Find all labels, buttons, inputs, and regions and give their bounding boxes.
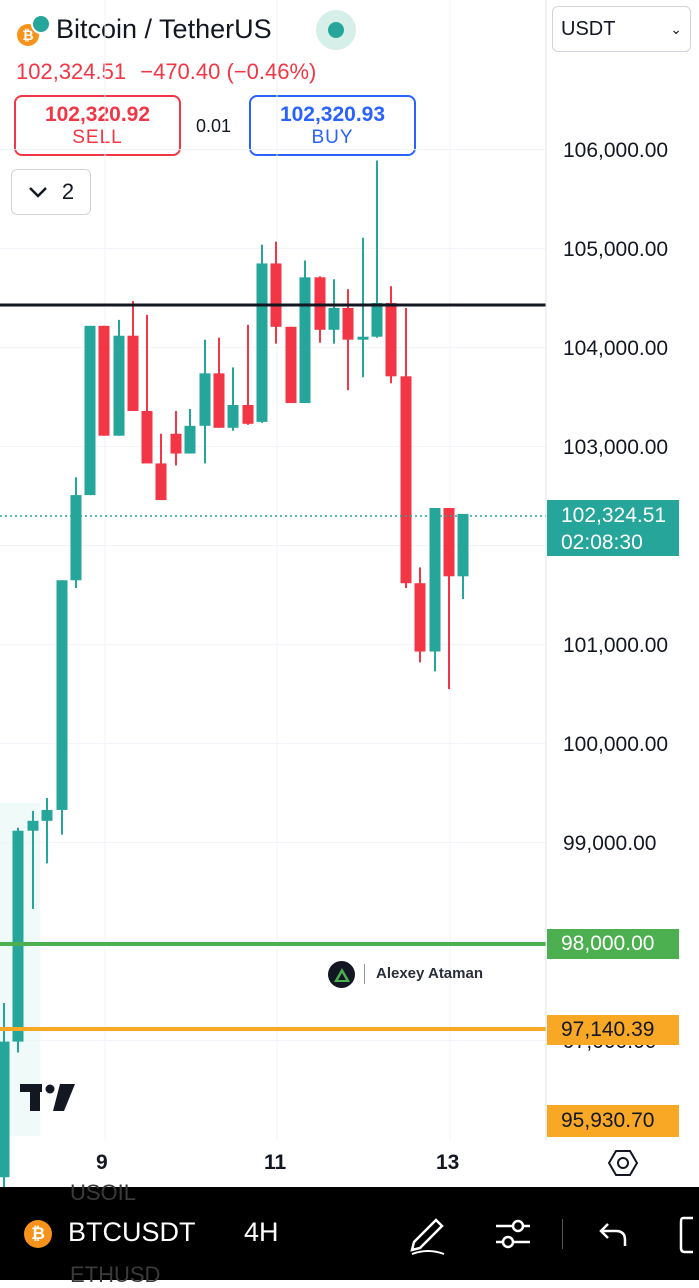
current-price-value: 102,324.51 <box>561 504 667 527</box>
symbol-title[interactable]: Bitcoin / TetherUS <box>56 14 272 44</box>
price-change-percent: (−0.46%) <box>226 59 317 84</box>
undo-icon[interactable] <box>598 1220 628 1248</box>
candle-body <box>342 308 354 340</box>
x-tick: 9 <box>96 1151 108 1174</box>
chart-settings-icon[interactable] <box>608 1148 638 1178</box>
candle-body <box>213 373 225 428</box>
ghost-symbol-top: USOIL <box>70 1180 137 1205</box>
buy-price: 102,320.93 <box>279 102 386 126</box>
candle-body <box>170 433 182 454</box>
currency-select-value: USDT <box>561 17 616 40</box>
currency-select[interactable]: USDT ⌄ <box>552 6 691 52</box>
price-change-line: 102,324.51 −470.40 (−0.46%) <box>16 59 316 85</box>
candle-body <box>84 325 96 496</box>
candle-body <box>357 336 369 340</box>
fullscreen-icon[interactable] <box>679 1216 699 1254</box>
bottom-toolbar <box>0 1187 699 1280</box>
level-tag-bottom: 95,930.70 <box>547 1105 679 1137</box>
candle-body <box>56 580 68 810</box>
candle-body <box>127 335 139 411</box>
candle-body <box>414 583 426 652</box>
candle-body <box>141 410 153 464</box>
candle-body <box>385 303 397 377</box>
candle-body <box>98 325 110 436</box>
interval-button[interactable]: 4H <box>244 1217 279 1247</box>
candlestick-chart[interactable] <box>0 0 699 1187</box>
indicators-toggle-button[interactable]: 2 <box>11 169 91 215</box>
candle-body <box>0 1041 10 1178</box>
exchange-badge-icon <box>31 14 51 34</box>
candle-body <box>371 303 383 337</box>
tradingview-logo-icon <box>20 1084 75 1111</box>
chart-grid <box>0 0 546 1140</box>
candle-body <box>270 263 282 327</box>
y-tick: 99,000.00 <box>563 832 657 855</box>
candle-body <box>299 277 311 404</box>
y-tick: 103,000.00 <box>563 436 669 459</box>
market-open-dot <box>328 22 344 38</box>
y-tick: 106,000.00 <box>563 139 669 162</box>
candle-body <box>242 405 254 424</box>
candle-body <box>12 830 24 1042</box>
spread-value: 0.01 <box>196 116 232 136</box>
candle-body <box>256 263 268 422</box>
candle-body <box>70 495 82 581</box>
chevron-down-icon: ⌄ <box>670 20 682 37</box>
author-avatar <box>328 961 355 988</box>
candle-body <box>199 373 211 426</box>
sell-button[interactable]: 102,320.92 SELL <box>14 95 181 156</box>
candle-body <box>113 335 125 436</box>
level-tag-orange: 97,140.39 <box>547 1015 679 1045</box>
candle-body <box>400 376 412 584</box>
bitcoin-icon: ₿ <box>24 1220 52 1248</box>
settings-sliders-icon[interactable] <box>494 1216 532 1252</box>
watermark-divider <box>364 964 365 984</box>
price-change: −470.40 <box>140 59 221 84</box>
watermark-author: Alexey Ataman <box>376 965 483 982</box>
candle-body <box>457 513 469 577</box>
level-tag-green: 98,000.00 <box>547 929 679 959</box>
candle-body <box>429 507 441 652</box>
bar-countdown: 02:08:30 <box>561 531 643 554</box>
toolbar-divider <box>562 1219 563 1249</box>
chevron-down-icon <box>28 187 47 198</box>
last-price: 102,324.51 <box>16 59 127 84</box>
author-logo-icon <box>333 967 350 982</box>
y-tick: 101,000.00 <box>563 634 669 657</box>
y-tick: 105,000.00 <box>563 238 669 261</box>
candle-body <box>443 507 455 577</box>
candle-body <box>285 326 297 404</box>
candles <box>0 160 469 1187</box>
draw-icon[interactable] <box>408 1212 448 1256</box>
market-status-icon[interactable] <box>316 10 356 50</box>
candle-body <box>184 425 196 454</box>
buy-label: BUY <box>311 126 354 148</box>
x-tick: 13 <box>436 1151 460 1174</box>
y-tick: 100,000.00 <box>563 733 669 756</box>
candle-body <box>328 308 340 330</box>
indicators-count: 2 <box>61 179 75 204</box>
candle-body <box>227 405 239 428</box>
sell-label: SELL <box>72 126 123 148</box>
y-tick: 104,000.00 <box>563 337 669 360</box>
sell-price: 102,320.92 <box>44 102 151 126</box>
candle-body <box>41 809 53 821</box>
current-price-tag: 102,324.51 02:08:30 <box>547 500 679 556</box>
candle-body <box>155 463 167 501</box>
x-tick: 11 <box>264 1151 287 1174</box>
candle-body <box>27 820 39 831</box>
ghost-symbol-bottom: ETHUSD <box>70 1262 161 1287</box>
symbol-button[interactable]: BTCUSDT <box>68 1217 196 1247</box>
